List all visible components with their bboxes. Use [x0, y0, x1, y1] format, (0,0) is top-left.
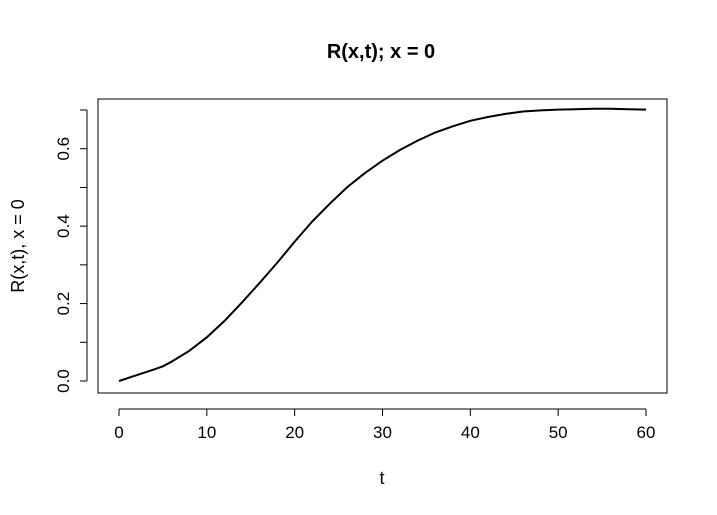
y-tick-label: 0.4	[54, 214, 73, 238]
x-tick-label: 0	[114, 423, 123, 442]
y-tick-label: 0.0	[54, 369, 73, 393]
x-tick-label: 30	[373, 423, 392, 442]
plot-area-frame	[97, 98, 668, 394]
x-tick-label: 50	[549, 423, 568, 442]
series-line	[118, 107, 647, 382]
y-tick-label: 0.2	[54, 292, 73, 316]
x-tick-label: 60	[637, 423, 656, 442]
x-tick-label: 40	[461, 423, 480, 442]
x-axis: 0 10 20 30 40 50 60	[114, 408, 656, 442]
y-tick-label: 0.6	[54, 137, 73, 161]
y-axis: 0.0 0.2 0.4 0.6	[54, 109, 88, 393]
series-layer	[118, 107, 647, 382]
y-axis-label: R(x,t), x = 0	[8, 199, 28, 293]
x-tick-label: 10	[197, 423, 216, 442]
chart-title: R(x,t); x = 0	[327, 41, 435, 63]
x-tick-label: 20	[285, 423, 304, 442]
x-axis-label: t	[379, 468, 384, 488]
